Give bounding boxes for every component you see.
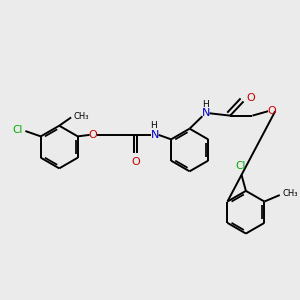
Text: O: O (89, 130, 98, 140)
Text: H: H (202, 100, 209, 109)
Text: O: O (267, 106, 276, 116)
Text: CH₃: CH₃ (74, 112, 89, 121)
Text: O: O (247, 94, 255, 103)
Text: Cl: Cl (12, 125, 22, 135)
Text: CH₃: CH₃ (282, 189, 298, 198)
Text: N: N (202, 108, 210, 118)
Text: Cl: Cl (236, 161, 246, 171)
Text: O: O (131, 157, 140, 167)
Text: N: N (151, 130, 159, 140)
Text: H: H (150, 121, 157, 130)
